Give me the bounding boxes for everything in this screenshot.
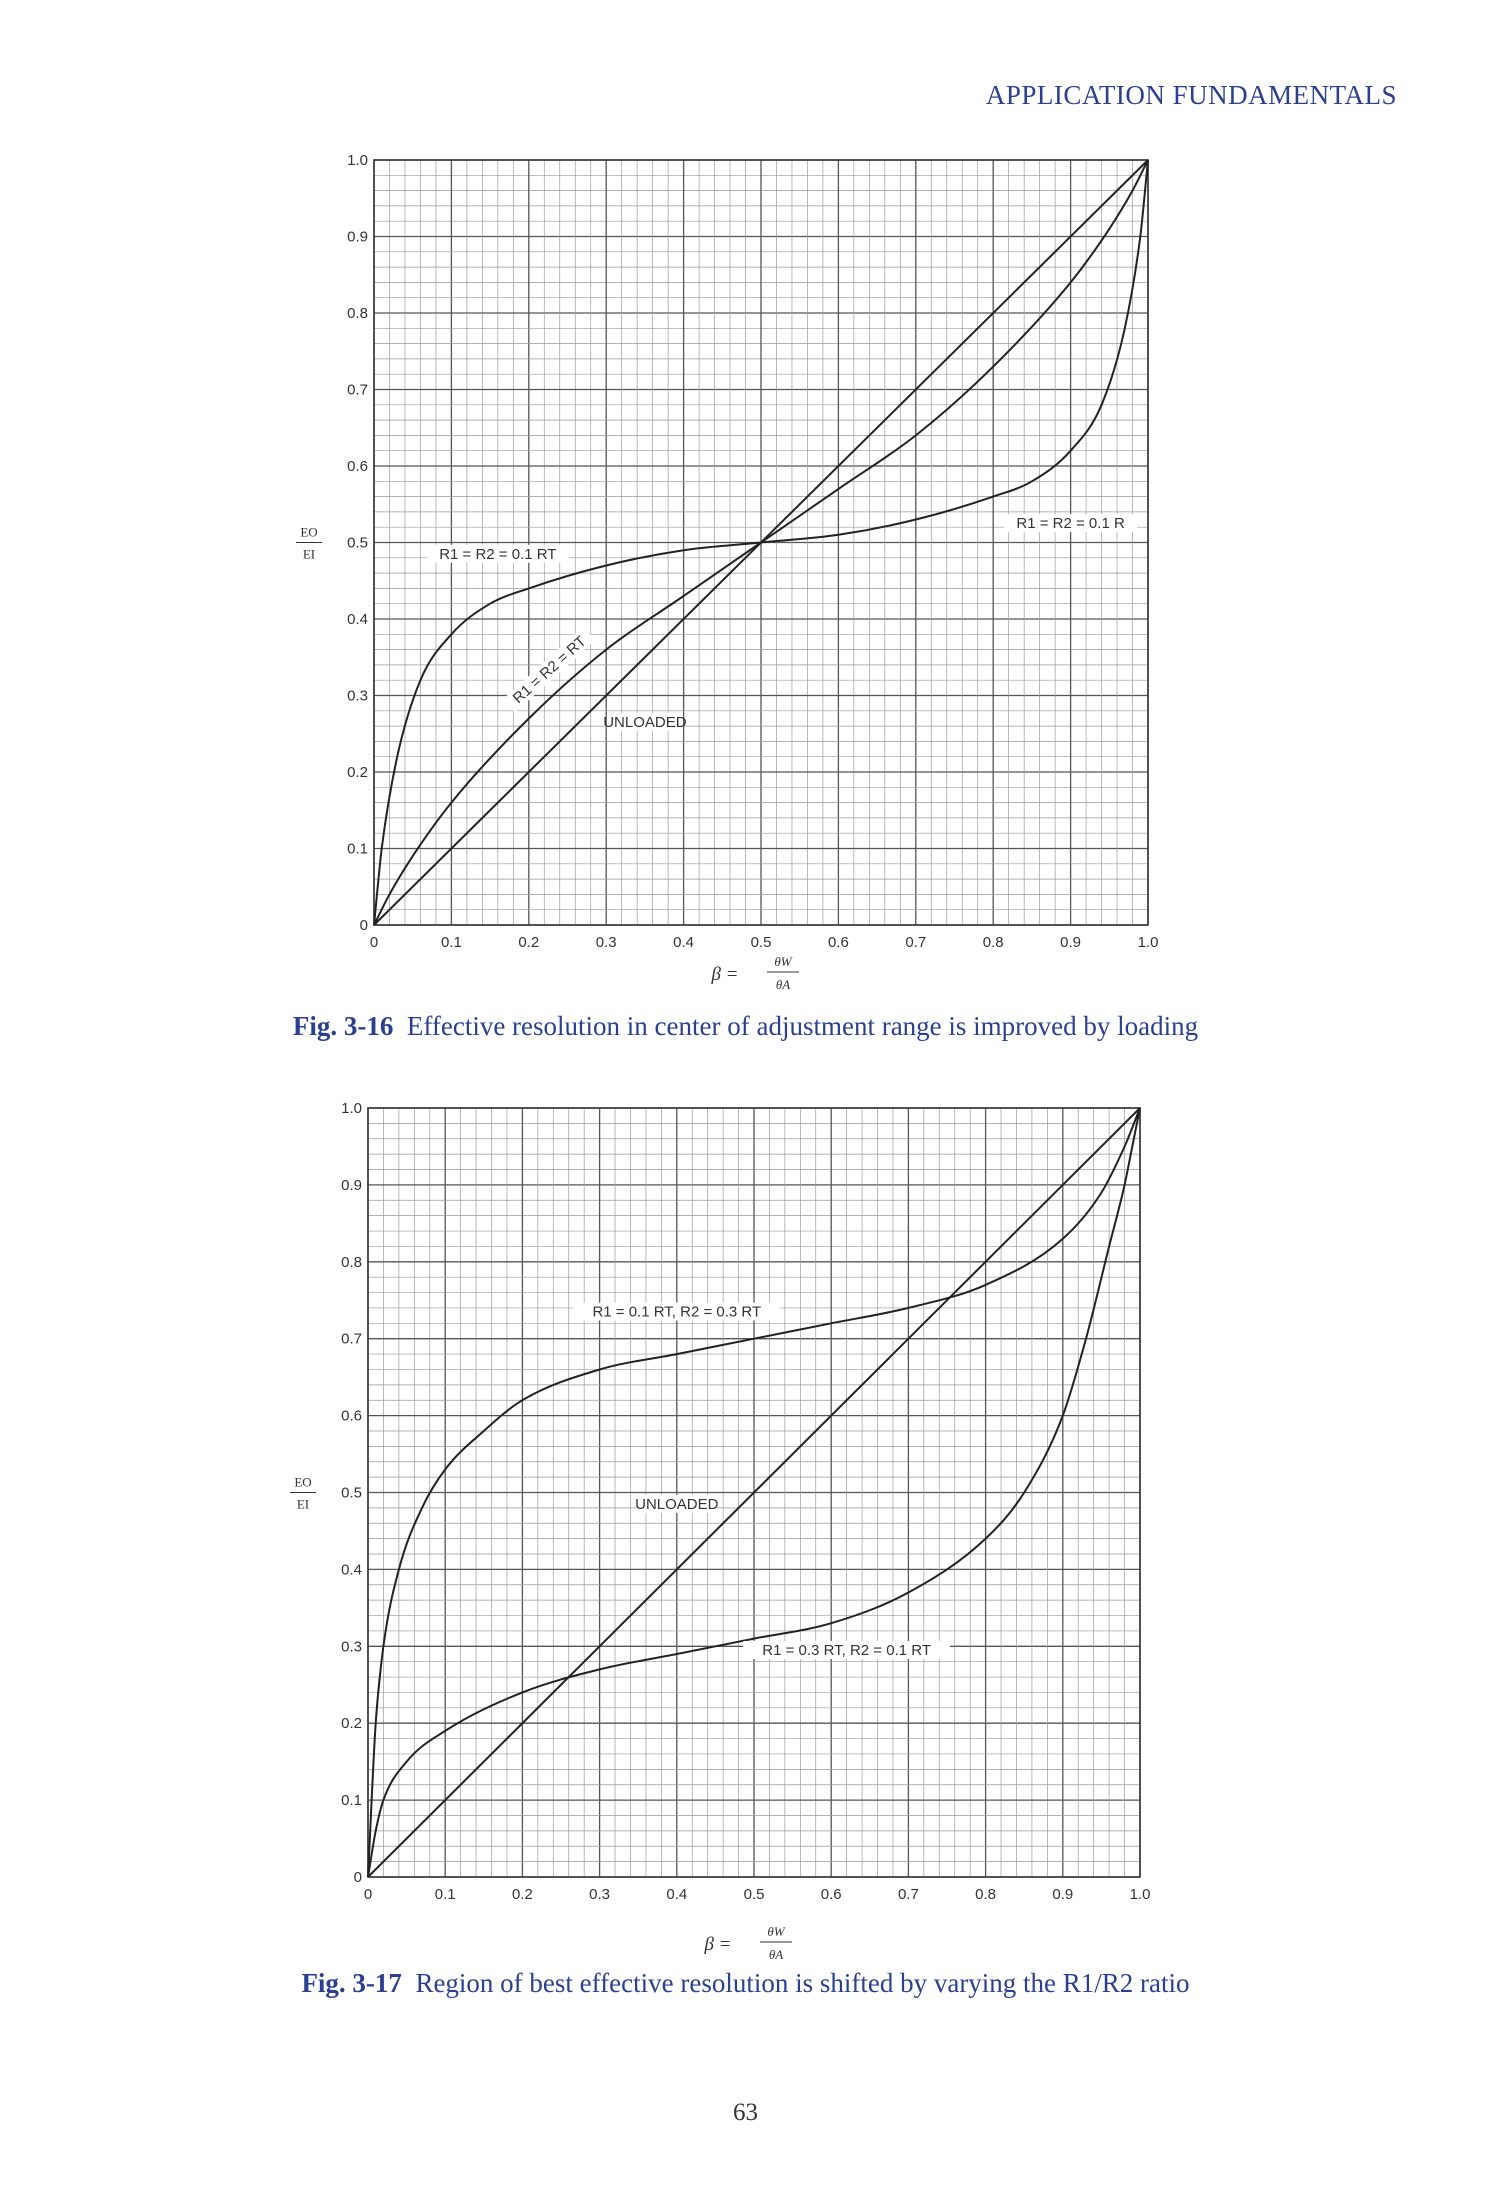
x-tick-label: 0.4 <box>673 934 694 951</box>
x-tick-label: 0 <box>370 934 378 951</box>
y-tick-label: 0.4 <box>347 611 368 628</box>
caption-text: Region of best effective resolution is s… <box>415 1968 1190 1998</box>
y-tick-label: 0.7 <box>341 1331 362 1348</box>
annotation-label: R1 = 0.3 RT, R2 = 0.1 RT <box>743 1640 951 1659</box>
y-tick-label: 0.8 <box>341 1254 362 1271</box>
annotation-label: UNLOADED <box>603 713 687 732</box>
y-tick-label: 1.0 <box>347 152 368 169</box>
caption-fig-3-17: Fig. 3-17 Region of best effective resol… <box>0 1968 1491 1999</box>
annotation-background <box>573 1302 781 1321</box>
x-axis-label-denominator: θA <box>769 1947 783 1962</box>
caption-fig-3-16: Fig. 3-16 Effective resolution in center… <box>0 1011 1491 1042</box>
x-tick-label: 0.7 <box>905 934 926 951</box>
y-axis-label-denominator: EI <box>303 547 315 562</box>
y-tick-label: 0.1 <box>347 841 368 858</box>
running-header: APPLICATION FUNDAMENTALS <box>985 80 1397 110</box>
y-tick-label: 0.1 <box>341 1792 362 1809</box>
annotation-text: R1 = R2 = 0.1 R <box>1016 515 1125 532</box>
x-tick-label: 0.1 <box>441 934 462 951</box>
y-tick-label: 0.6 <box>347 458 368 475</box>
x-tick-label: 1.0 <box>1130 1886 1151 1903</box>
x-tick-label: 0.5 <box>751 934 772 951</box>
x-tick-label: 0.1 <box>435 1886 456 1903</box>
page-number: 63 <box>733 2099 758 2126</box>
y-tick-label: 0.5 <box>347 535 368 552</box>
y-axis-label-numerator: EO <box>300 525 317 540</box>
x-axis-label-numerator: θW <box>774 954 792 969</box>
y-tick-label: 1.0 <box>341 1100 362 1117</box>
x-tick-label: 0.3 <box>589 1886 610 1903</box>
x-tick-label: 0.3 <box>596 934 617 951</box>
series-line <box>373 159 1149 926</box>
annotation-text: UNLOADED <box>603 714 687 731</box>
y-tick-label: 0.4 <box>341 1561 362 1578</box>
x-tick-label: 0.5 <box>744 1886 765 1903</box>
annotation-label: R1 = R2 = 0.1 R <box>1004 514 1138 533</box>
x-tick-label: 0 <box>364 1886 372 1903</box>
plot-frame <box>373 159 1149 926</box>
caption-text: Effective resolution in center of adjust… <box>406 1011 1199 1041</box>
y-tick-label: 0.8 <box>347 305 368 322</box>
series-line <box>367 1107 1141 1878</box>
y-tick-label: 0.3 <box>347 688 368 705</box>
y-tick-label: 0.2 <box>347 764 368 781</box>
annotation-text: R1 = R2 = 0.1 RT <box>439 546 556 563</box>
y-tick-label: 0.6 <box>341 1408 362 1425</box>
y-tick-label: 0.2 <box>341 1715 362 1732</box>
x-tick-label: 0.6 <box>821 1886 842 1903</box>
x-tick-label: 1.0 <box>1138 934 1159 951</box>
x-axis-label-beta: β = <box>703 1934 731 1955</box>
annotation-label: R1 = 0.1 RT, R2 = 0.3 RT <box>573 1302 781 1321</box>
annotation-background <box>1004 514 1138 533</box>
x-tick-label: 0.2 <box>512 1886 533 1903</box>
series-line <box>367 1107 1141 1878</box>
annotation-text: R1 = 0.1 RT, R2 = 0.3 RT <box>592 1304 761 1321</box>
x-tick-label: 0.7 <box>898 1886 919 1903</box>
x-tick-label: 0.8 <box>975 1886 996 1903</box>
annotation-background <box>607 713 683 732</box>
x-tick-label: 0.4 <box>666 1886 687 1903</box>
figure-label: Fig. 3-16 <box>292 1011 394 1041</box>
plot-frame <box>367 1107 1141 1878</box>
x-tick-label: 0.9 <box>1052 1886 1073 1903</box>
y-tick-label: 0.5 <box>341 1485 362 1502</box>
y-tick-label: 0.9 <box>341 1177 362 1194</box>
y-tick-label: 0 <box>360 917 368 934</box>
annotation-text: R1 = 0.3 RT, R2 = 0.1 RT <box>762 1642 931 1659</box>
series-line <box>367 1107 1141 1878</box>
x-tick-label: 0.9 <box>1060 934 1081 951</box>
y-tick-label: 0 <box>354 1869 362 1886</box>
annotation-label: UNLOADED <box>635 1494 719 1513</box>
annotation-text: UNLOADED <box>635 1496 719 1513</box>
y-tick-label: 0.7 <box>347 382 368 399</box>
y-axis-label-numerator: EO <box>294 1475 311 1490</box>
x-axis-label-beta: β = <box>710 964 738 985</box>
x-tick-label: 0.2 <box>518 934 539 951</box>
x-axis-label-denominator: θA <box>776 977 790 992</box>
annotation-background <box>427 544 569 563</box>
y-tick-label: 0.3 <box>341 1638 362 1655</box>
annotation-background <box>639 1494 715 1513</box>
annotation-background <box>503 626 596 713</box>
chart-fig-3-17: 0 0.1 0.2 0.3 0.4 0.5 0.6 0.7 0.8 0.9 1.0 0 0.1 0.2 0.… <box>290 1100 1151 1962</box>
annotation-label: R1 = R2 = 0.1 RT <box>427 544 569 563</box>
annotation-background <box>743 1640 951 1659</box>
x-axis-label-numerator: θW <box>767 1924 785 1939</box>
chart-fig-3-16: 0 0.1 0.2 0.3 0.4 0.5 0.6 0.7 0.8 0.9 1.0 0 0.1 0.2 0.… <box>296 152 1159 992</box>
x-tick-label: 0.6 <box>828 934 849 951</box>
y-tick-label: 0.9 <box>347 229 368 246</box>
figure-label: Fig. 3-17 <box>301 1968 402 1998</box>
x-tick-label: 0.8 <box>983 934 1004 951</box>
y-axis-label-denominator: EI <box>297 1497 309 1512</box>
